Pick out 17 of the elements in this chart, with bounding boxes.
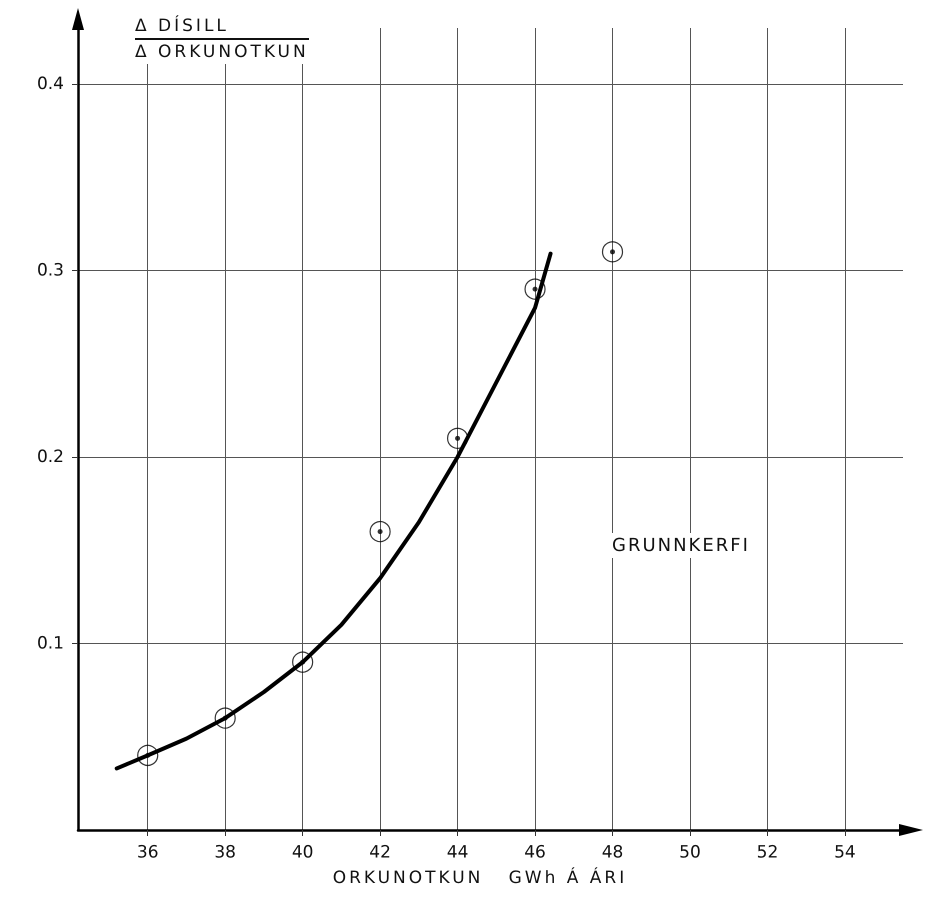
y-tick-label: 0.1: [36, 633, 64, 654]
x-tick-label: 36: [136, 842, 159, 862]
y-axis-title: Δ DÍSILL Δ ORKUNOTKUN: [135, 14, 309, 64]
x-tick-label: 40: [292, 842, 314, 862]
x-axis-title: ORKUNOTKUN GWh Á ÁRI: [332, 868, 628, 888]
x-tick-label: 52: [756, 842, 778, 862]
x-tick-label: 46: [524, 842, 546, 862]
y-tick-label: 0.2: [36, 446, 64, 467]
annotation: GRUNNKERFI: [608, 533, 754, 558]
x-tick-label: 50: [679, 842, 701, 862]
x-tick-label: 38: [214, 842, 236, 862]
x-tick-label: 44: [446, 842, 468, 862]
y-tick-label: 0.3: [36, 260, 64, 280]
x-tick-label: 42: [369, 842, 391, 862]
x-tick-label: 54: [834, 842, 856, 862]
x-tick-label: 48: [602, 842, 624, 862]
y-tick-label: 0.4: [36, 74, 64, 94]
